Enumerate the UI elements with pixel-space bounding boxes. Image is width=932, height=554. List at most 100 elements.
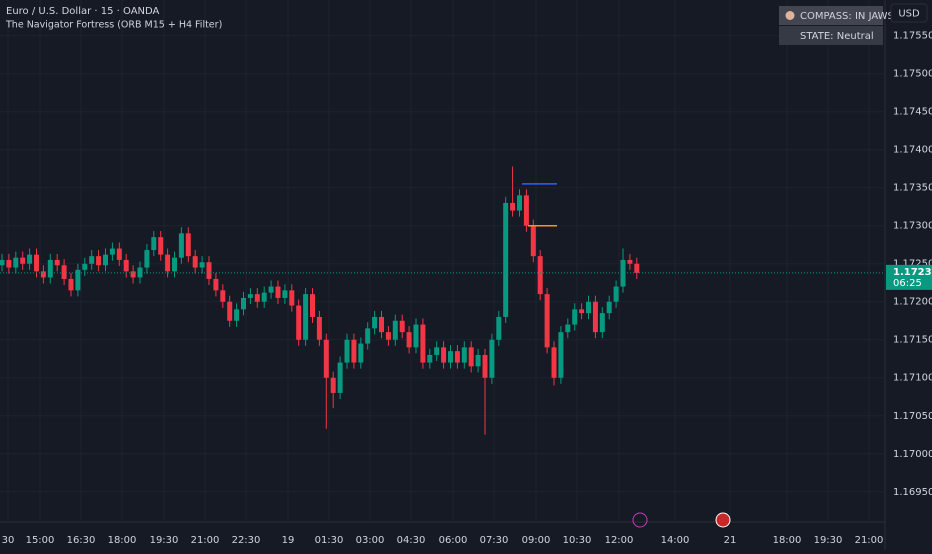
x-tick-label: 18:00 <box>773 535 802 546</box>
candle-body <box>254 294 260 302</box>
candle-body <box>579 309 585 314</box>
candle-body <box>268 286 274 293</box>
candle-body <box>192 256 198 268</box>
candle-body <box>413 324 419 348</box>
candle-body <box>427 354 433 363</box>
candle-body <box>296 305 302 340</box>
candle-body <box>523 195 529 226</box>
candle-body <box>289 290 295 306</box>
x-tick-label: 04:30 <box>397 535 426 546</box>
candle-body <box>613 286 619 302</box>
indicator-title: The Navigator Fortress (ORB M15 + H4 Fil… <box>5 20 222 31</box>
candle-body <box>372 316 378 329</box>
x-tick-label: 19:30 <box>814 535 843 546</box>
panel-row <box>779 26 883 45</box>
y-tick-label: 1.17400 <box>893 145 932 156</box>
candle-body <box>517 195 522 211</box>
candle-body <box>54 259 60 266</box>
candle-body <box>0 259 5 266</box>
candle-body <box>82 263 88 270</box>
x-tick-label: 19 <box>282 535 295 546</box>
x-tick-label: 30 <box>2 535 15 546</box>
candle-body <box>586 301 591 314</box>
candle-body <box>165 254 171 272</box>
candle-body <box>116 248 122 260</box>
candle-body <box>448 351 453 363</box>
y-tick-label: 1.17100 <box>893 373 932 384</box>
candle-body <box>392 320 398 340</box>
candle-body <box>178 233 184 258</box>
candle-body <box>482 354 488 378</box>
compass-icon <box>785 11 795 20</box>
currency-button[interactable] <box>890 3 928 23</box>
candle-body <box>199 262 205 268</box>
event-icon[interactable] <box>632 512 648 528</box>
x-tick-label: 21:00 <box>855 535 884 546</box>
candle-body <box>89 256 95 264</box>
y-tick-label: 1.17450 <box>893 107 932 118</box>
candle-body <box>565 324 571 333</box>
candle-body <box>510 202 516 211</box>
x-tick-label: 03:00 <box>356 535 385 546</box>
x-tick-label: 18:00 <box>108 535 137 546</box>
candle-body <box>385 332 391 340</box>
x-tick-label: 10:30 <box>563 535 592 546</box>
candle-body <box>337 362 343 393</box>
candle-body <box>109 248 115 255</box>
candle-body <box>68 278 74 291</box>
candle-body <box>103 254 108 266</box>
candle-body <box>316 316 322 340</box>
y-tick-label: 1.17550 <box>893 31 932 42</box>
candle-body <box>220 290 226 302</box>
candle-body <box>496 316 502 340</box>
candle-body <box>379 316 384 333</box>
candle-body <box>530 225 536 257</box>
candle-body <box>537 256 543 295</box>
x-tick-label: 12:00 <box>605 535 634 546</box>
y-tick-label: 1.17000 <box>893 449 932 460</box>
candle-body <box>358 343 364 363</box>
x-tick-label: 09:00 <box>522 535 551 546</box>
currency-label: USD <box>898 9 920 20</box>
candle-body <box>441 347 447 363</box>
candle-body <box>454 351 460 363</box>
candle-body <box>213 278 219 291</box>
candle-body <box>27 254 33 264</box>
x-tick-label: 21:00 <box>191 535 220 546</box>
event-icon[interactable] <box>715 512 731 528</box>
candle-body <box>558 332 564 378</box>
candle-body <box>234 309 240 321</box>
candle-body <box>468 347 474 367</box>
y-tick-label: 1.17150 <box>893 335 932 346</box>
candle-body <box>158 237 164 255</box>
candle-body <box>206 262 212 279</box>
candle-body <box>75 269 81 291</box>
candle-body <box>47 259 53 278</box>
candle-body <box>34 254 39 272</box>
candle-body <box>503 202 509 317</box>
candle-body <box>420 324 426 363</box>
panel-row <box>779 6 883 25</box>
candle-body <box>475 354 481 367</box>
candle-body <box>551 347 557 378</box>
candle-body <box>489 339 495 378</box>
y-tick-label: 1.17050 <box>893 411 932 422</box>
y-tick-label: 1.16950 <box>893 487 932 498</box>
y-tick-label: 1.17200 <box>893 297 932 308</box>
panel-text: COMPASS: IN JAWS <box>800 11 894 22</box>
candle-body <box>310 294 315 317</box>
candle-body <box>282 290 288 298</box>
candle-body <box>461 347 467 363</box>
candle-body <box>123 259 129 272</box>
candle-body <box>151 237 157 251</box>
y-tick-label: 1.17250 <box>893 259 932 270</box>
candle-body <box>172 257 177 272</box>
x-tick-label: 21 <box>724 535 737 546</box>
candle-body <box>275 286 281 298</box>
candle-body <box>137 267 143 278</box>
candle-body <box>544 294 550 348</box>
countdown: 06:25 <box>893 278 922 289</box>
y-tick-label: 1.17300 <box>893 221 932 232</box>
candle-body <box>599 313 605 333</box>
